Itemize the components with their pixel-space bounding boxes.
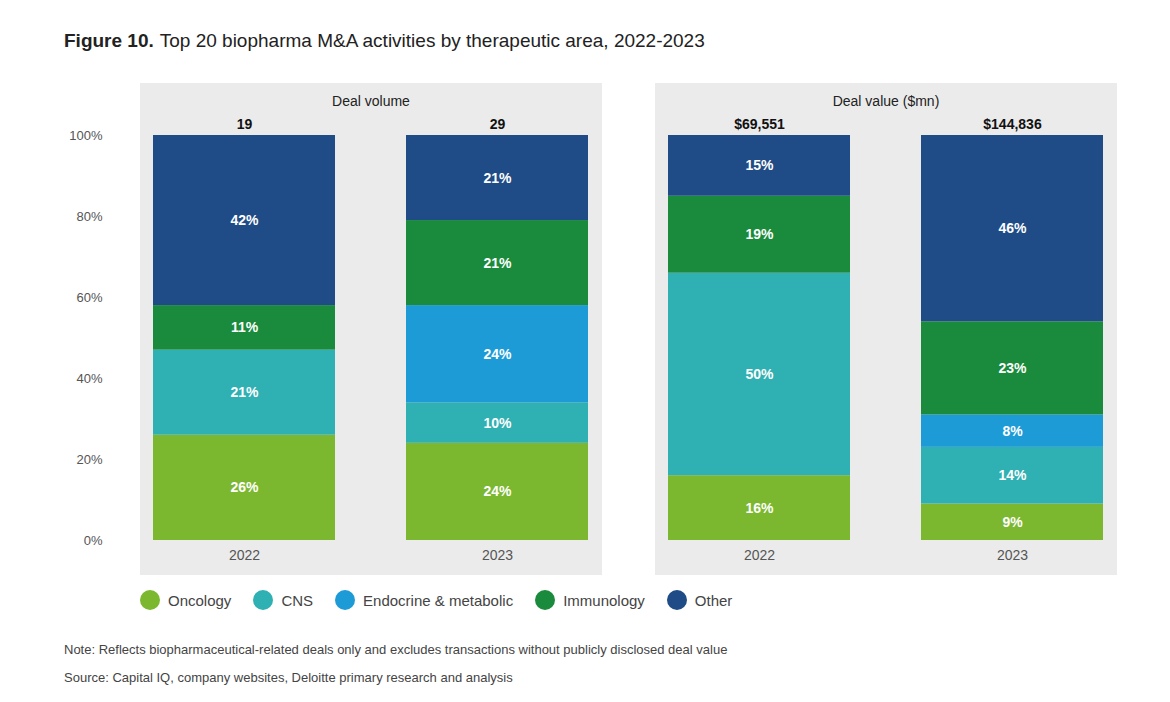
- svg-text:21%: 21%: [483, 170, 512, 186]
- html-text:Source: Capital IQ, company we: Source: Capital IQ, company websites, De…: [64, 670, 513, 685]
- svg-text:23%: 23%: [998, 360, 1027, 376]
- html-text:Immunology: Immunology: [563, 591, 645, 609]
- svg-text:11%: 11%: [231, 319, 259, 335]
- svg-text:50%: 50%: [745, 366, 774, 382]
- html-text:Endocrine & metabolic: Endocrine & metabolic: [363, 591, 514, 609]
- svg-text:19%: 19%: [745, 226, 774, 242]
- svg-text:29: 29: [490, 116, 506, 132]
- svg-text:42%: 42%: [230, 212, 259, 228]
- svg-text:19: 19: [237, 116, 253, 132]
- html-text:Note: Reflects biopharmaceutic: Note: Reflects biopharmaceutical-related…: [64, 642, 728, 657]
- html-text:Deal volume: Deal volume: [332, 93, 410, 109]
- svg-text:26%: 26%: [230, 479, 259, 495]
- svg-text:15%: 15%: [745, 157, 774, 173]
- svg-text:0%: 0%: [84, 533, 103, 548]
- svg-text:46%: 46%: [998, 220, 1027, 236]
- svg-text:2023: 2023: [482, 547, 513, 563]
- svg-text:24%: 24%: [483, 483, 512, 499]
- svg-text:2022: 2022: [229, 547, 260, 563]
- svg-text:10%: 10%: [483, 415, 512, 431]
- svg-text:21%: 21%: [483, 255, 512, 271]
- svg-text:24%: 24%: [483, 346, 512, 362]
- svg-text:40%: 40%: [76, 371, 102, 386]
- svg-text:60%: 60%: [76, 290, 102, 305]
- html-text:Deal value ($mn): Deal value ($mn): [832, 93, 940, 109]
- svg-text:16%: 16%: [745, 500, 774, 516]
- svg-text:100%: 100%: [69, 128, 103, 143]
- html-text:Other: Other: [694, 591, 733, 609]
- svg-text:$144,836: $144,836: [983, 116, 1042, 132]
- svg-text:9%: 9%: [1002, 514, 1023, 530]
- svg-text:2023: 2023: [997, 547, 1028, 563]
- svg-text:80%: 80%: [76, 209, 102, 224]
- svg-text:8%: 8%: [1002, 423, 1023, 439]
- svg-text:20%: 20%: [76, 452, 102, 467]
- svg-text:2022: 2022: [744, 547, 775, 563]
- html-text:Oncology: Oncology: [168, 591, 232, 609]
- svg-text:14%: 14%: [998, 467, 1027, 483]
- svg-text:$69,551: $69,551: [734, 116, 785, 132]
- html-text:CNS: CNS: [281, 591, 313, 609]
- html-text:Figure 10. Top 20 biopharma M&: Figure 10. Top 20 biopharma M&A activiti…: [64, 30, 705, 51]
- svg-text:21%: 21%: [230, 384, 259, 400]
